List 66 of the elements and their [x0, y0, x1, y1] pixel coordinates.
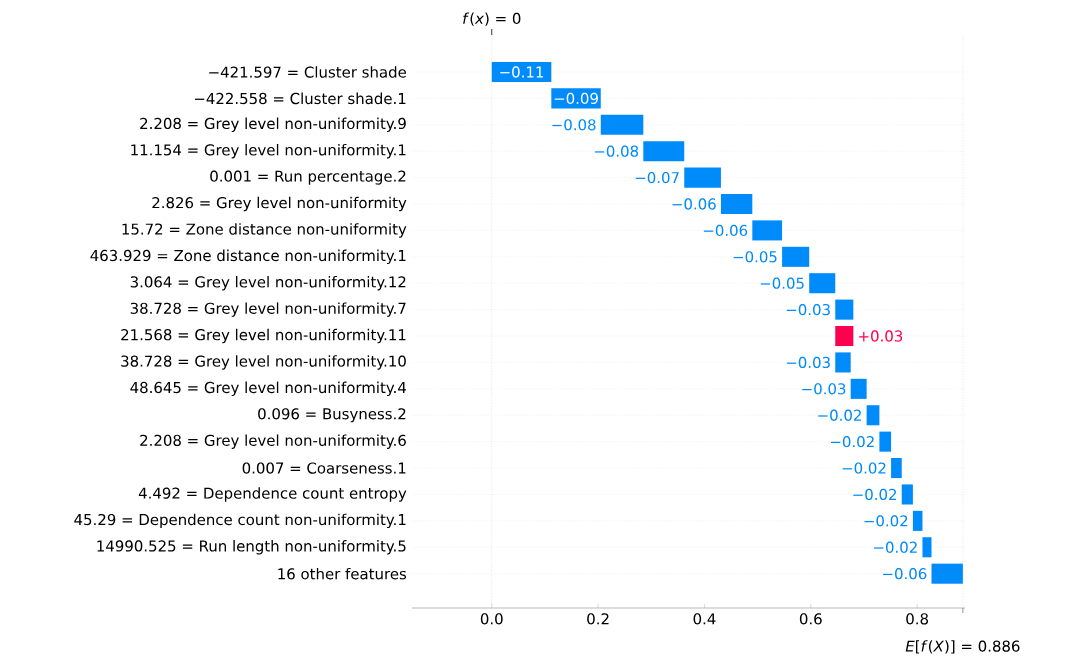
y-tick-label: 15.72 = Zone distance non-uniformity — [122, 223, 407, 238]
data-label: −0.08 — [594, 145, 639, 157]
y-tick-label: 16 other features — [278, 567, 407, 580]
bar — [901, 484, 913, 505]
y-tick-label: 3.064 = Grey level non-uniformity.12 — [130, 275, 406, 291]
data-label: −0.02 — [818, 409, 861, 421]
bar — [879, 431, 892, 452]
data-label: −0.06 — [703, 224, 748, 237]
bar — [600, 114, 644, 135]
bar — [912, 510, 923, 531]
data-label: −0.05 — [760, 277, 804, 289]
y-tick-label: 14990.525 = Run length non-uniformity.5 — [97, 540, 406, 555]
y-tick-label: 4.492 = Dependence count entropy — [138, 487, 407, 502]
bar — [720, 193, 753, 215]
bar — [850, 378, 867, 399]
y-tick-label: 0.007 = Coarseness.1 — [242, 462, 406, 474]
y-tick-label: 38.728 = Grey level non-uniformity.7 — [130, 302, 406, 317]
bar — [643, 141, 685, 162]
data-label: −0.05 — [733, 251, 777, 263]
y-tick-label: 2.208 = Grey level non-uniformity.9 — [140, 117, 406, 133]
y-tick-label: 2.208 = Grey level non-uniformity.6 — [140, 434, 406, 449]
bar — [809, 273, 836, 294]
y-tick-label: −421.597 = Cluster shade — [209, 66, 406, 78]
x-tick-label: 0.6 — [799, 613, 822, 625]
y-tick-label: 463.929 = Zone distance non-uniformity.1 — [90, 249, 406, 265]
y-tick-label: 0.001 = Run percentage.2 — [210, 170, 406, 185]
bar — [835, 352, 851, 373]
bar — [684, 167, 721, 188]
y-tick-label: 38.728 = Grey level non-uniformity.10 — [121, 355, 406, 370]
bar — [835, 299, 854, 320]
x-tick-label: 0.4 — [693, 613, 716, 625]
x-tick-label: 0.8 — [906, 613, 929, 625]
data-label: −0.06 — [672, 198, 716, 210]
bar — [835, 325, 854, 347]
data-label: −0.02 — [830, 436, 874, 448]
data-label: −0.02 — [853, 488, 897, 501]
bar — [752, 220, 783, 241]
y-tick-label: −422.558 = Cluster shade.1 — [194, 92, 406, 105]
y-tick-label: 45.29 = Dependence count non-uniformity.1 — [74, 513, 406, 529]
data-label: −0.07 — [635, 171, 679, 184]
data-label: +0.03 — [859, 330, 903, 342]
bar — [782, 246, 810, 267]
data-label: −0.02 — [864, 515, 908, 527]
data-label: −0.02 — [874, 541, 917, 553]
y-tick-label: 0.096 = Busyness.2 — [258, 408, 406, 423]
data-label: −0.02 — [842, 462, 886, 474]
x-tick-label: 0.0 — [480, 613, 503, 625]
data-label: −0.03 — [802, 383, 846, 395]
data-label: −0.11 — [500, 66, 544, 78]
x-tick-label: 0.2 — [587, 613, 609, 625]
data-label: −0.06 — [883, 568, 927, 580]
bar — [866, 405, 880, 426]
y-tick-label: 2.826 = Grey level non-uniformity — [152, 196, 407, 212]
bar — [931, 563, 963, 584]
y-tick-label: 11.154 = Grey level non-uniformity.1 — [131, 143, 406, 159]
bar — [491, 61, 552, 82]
bar — [891, 458, 902, 479]
bar — [922, 537, 932, 558]
ref-line-label: f(x) = 0 — [463, 12, 521, 26]
data-label: −0.08 — [552, 119, 596, 131]
ref-line-label: E[f(X)] = 0.886 — [905, 640, 1020, 654]
data-label: −0.03 — [786, 356, 830, 369]
data-label: −0.03 — [786, 303, 830, 316]
y-tick-label: 21.568 = Grey level non-uniformity.11 — [121, 328, 406, 344]
data-label: −0.09 — [554, 92, 598, 105]
y-tick-label: 48.645 = Grey level non-uniformity.4 — [130, 381, 406, 397]
